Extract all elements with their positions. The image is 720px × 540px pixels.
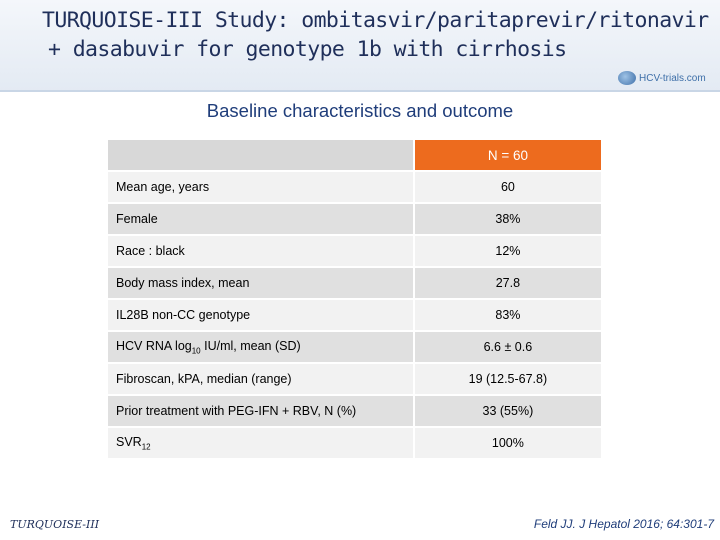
row-label-main: SVR: [116, 434, 142, 449]
row-value: 12%: [412, 235, 601, 268]
row-value: 33 (55%): [412, 395, 601, 428]
title-line-2: + dasabuvir for genotype 1b with cirrhos…: [48, 37, 567, 62]
row-label: Body mass index, mean: [108, 267, 414, 300]
table-header-row: N = 60: [108, 140, 601, 172]
table-row: Race : black 12%: [108, 235, 601, 268]
study-name-footer: TURQUOISE-III: [10, 518, 100, 531]
table-row: Mean age, years 60: [108, 171, 601, 204]
table-row: IL28B non-CC genotype 83%: [108, 299, 601, 332]
slide-header: [0, 0, 720, 92]
header-blank-cell: [108, 140, 414, 172]
table-row: Fibroscan, kPA, median (range) 19 (12.5-…: [108, 363, 601, 396]
row-label-suffix: IU/ml, mean (SD): [200, 338, 301, 353]
slide-subtitle: Baseline characteristics and outcome: [206, 100, 514, 121]
row-value: 60: [412, 171, 601, 204]
table-row: Body mass index, mean 27.8: [108, 267, 601, 300]
row-value: 19 (12.5-67.8): [412, 363, 601, 396]
row-value: 100%: [412, 427, 601, 460]
row-label: SVR12: [108, 427, 414, 460]
row-label-subscript: 12: [141, 442, 151, 452]
hcv-trials-logo: HCV-trials.com: [618, 70, 718, 86]
row-label: IL28B non-CC genotype: [108, 299, 414, 332]
row-label: Fibroscan, kPA, median (range): [108, 363, 414, 396]
slide-title: TURQUOISE-III Study: ombitasvir/paritapr…: [42, 6, 712, 64]
row-label-main: HCV RNA log: [116, 338, 192, 353]
table-row: SVR12 100%: [108, 427, 601, 460]
header-divider: [0, 90, 720, 92]
row-label: HCV RNA log10 IU/ml, mean (SD): [108, 331, 414, 364]
row-label: Race : black: [108, 235, 414, 268]
row-label: Female: [108, 203, 414, 236]
row-value: 6.6 ± 0.6: [412, 331, 601, 364]
row-value: 83%: [412, 299, 601, 332]
table-row: HCV RNA log10 IU/ml, mean (SD) 6.6 ± 0.6: [108, 331, 601, 364]
row-label: Prior treatment with PEG-IFN + RBV, N (%…: [108, 395, 414, 428]
row-label-subscript: 10: [191, 346, 201, 356]
logo-text: HCV-trials.com: [639, 72, 706, 84]
citation-footer: Feld JJ. J Hepatol 2016; 64:301-7: [533, 517, 714, 531]
row-label: Mean age, years: [108, 171, 414, 204]
table-row: Prior treatment with PEG-IFN + RBV, N (%…: [108, 395, 601, 428]
baseline-table: N = 60 Mean age, years 60 Female 38% Rac…: [108, 140, 601, 460]
globe-icon: [618, 71, 636, 85]
title-line-1: TURQUOISE-III Study: ombitasvir/paritapr…: [42, 8, 709, 33]
n-column-header: N = 60: [412, 140, 601, 172]
row-value: 38%: [412, 203, 601, 236]
row-value: 27.8: [412, 267, 601, 300]
table-row: Female 38%: [108, 203, 601, 236]
